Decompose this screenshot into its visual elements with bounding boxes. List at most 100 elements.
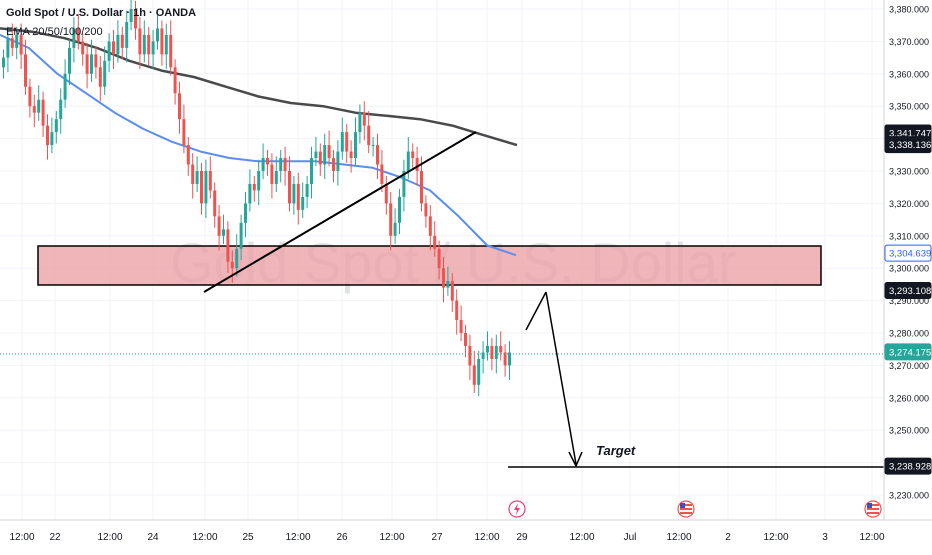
candle-body bbox=[2, 57, 5, 68]
candle-body bbox=[226, 229, 230, 262]
candle-body bbox=[340, 132, 344, 152]
price-tick-label: 3,310.000 bbox=[889, 231, 929, 241]
price-tick-label: 3,270.000 bbox=[889, 361, 929, 371]
candle-body bbox=[134, 9, 137, 29]
us-flag-event-icon[interactable] bbox=[677, 500, 695, 518]
candle-body bbox=[411, 151, 415, 159]
candle-body bbox=[472, 365, 476, 385]
candle-body bbox=[239, 222, 243, 249]
target-label: Target bbox=[596, 443, 636, 458]
price-tick-label: 3,280.000 bbox=[889, 329, 929, 339]
candle-body bbox=[107, 41, 111, 61]
candle-body bbox=[358, 112, 362, 133]
candle-body bbox=[349, 151, 353, 159]
candle-body bbox=[54, 119, 58, 133]
candle-body bbox=[468, 345, 472, 366]
candle-body bbox=[336, 151, 340, 171]
projection-up-leg[interactable] bbox=[525, 291, 547, 331]
us-flag-event-icon[interactable] bbox=[864, 500, 882, 518]
time-tick-label: 12:00 bbox=[763, 532, 788, 543]
candle-body bbox=[428, 216, 432, 236]
candle-body bbox=[354, 132, 357, 159]
candle-body bbox=[376, 145, 379, 165]
candle-body bbox=[173, 67, 177, 94]
candle-body bbox=[195, 171, 199, 184]
candle-body bbox=[327, 145, 331, 159]
candle-body bbox=[459, 320, 463, 333]
price-tick-label: 3,380.000 bbox=[889, 5, 929, 15]
time-tick-label: 12:00 bbox=[9, 532, 34, 543]
candle-body bbox=[94, 54, 98, 68]
candle-body bbox=[499, 345, 503, 353]
candle-body bbox=[332, 158, 335, 171]
resistance-zone bbox=[37, 245, 822, 286]
ema-path bbox=[0, 33, 517, 257]
candle-body bbox=[217, 216, 221, 236]
candle-body bbox=[151, 41, 155, 55]
candle-body bbox=[446, 281, 450, 288]
time-tick-label: 12:00 bbox=[97, 532, 122, 543]
price-tick-label: 3,290.000 bbox=[889, 296, 929, 306]
symbol-title[interactable]: Gold Spot / U.S. Dollar · 1h · OANDA bbox=[6, 7, 197, 19]
price-tick-label: 3,250.000 bbox=[889, 426, 929, 436]
candle-body bbox=[208, 171, 212, 191]
ema-fast-line bbox=[0, 33, 517, 257]
ema-path bbox=[0, 27, 518, 147]
candle-body bbox=[164, 34, 168, 55]
time-tick-label: 25 bbox=[242, 532, 254, 543]
candle-body bbox=[279, 158, 283, 171]
candle-body bbox=[292, 183, 296, 204]
candle-body bbox=[437, 248, 441, 269]
projection-down-arrow[interactable] bbox=[545, 291, 577, 465]
candle-body bbox=[235, 248, 239, 269]
price-marker-label: 3,293.108 bbox=[889, 286, 931, 297]
candle-body bbox=[433, 235, 437, 249]
candle-body bbox=[28, 86, 32, 107]
price-tick-label: 3,230.000 bbox=[889, 491, 929, 501]
price-tick-label: 3,330.000 bbox=[889, 167, 929, 177]
candle-body bbox=[406, 151, 410, 171]
candle-body bbox=[367, 125, 371, 146]
price-marker-bg bbox=[884, 343, 932, 361]
price-marker-bg bbox=[884, 457, 932, 475]
time-tick-label: 12:00 bbox=[859, 532, 884, 543]
candle-body bbox=[450, 281, 454, 301]
candle-body bbox=[389, 203, 393, 236]
time-tick-label: 12:00 bbox=[379, 532, 404, 543]
candle-body bbox=[204, 171, 208, 204]
candle-body bbox=[415, 158, 419, 171]
candle-body bbox=[455, 300, 459, 321]
candle-body bbox=[230, 261, 234, 269]
candle-body bbox=[37, 99, 41, 113]
time-tick-label: 24 bbox=[147, 532, 159, 543]
candle-body bbox=[46, 125, 49, 146]
price-marker-bg bbox=[884, 244, 932, 262]
lightning-event-icon[interactable] bbox=[508, 500, 526, 518]
price-marker-label: 3,304.639 bbox=[889, 249, 931, 260]
ascending-trendline[interactable] bbox=[203, 131, 477, 293]
candle-body bbox=[186, 145, 190, 165]
candle-body bbox=[178, 93, 181, 120]
indicator-legend[interactable]: EMA 20/50/100/200 bbox=[6, 26, 103, 38]
price-marker-bg bbox=[884, 136, 932, 154]
candle-body bbox=[296, 183, 300, 210]
candle-body bbox=[477, 358, 481, 385]
candle-body bbox=[424, 203, 428, 217]
candle-body bbox=[160, 28, 164, 55]
candle-body bbox=[244, 203, 247, 223]
price-tick-label: 3,360.000 bbox=[889, 69, 929, 79]
time-tick-label: 12:00 bbox=[666, 532, 691, 543]
candle-body bbox=[323, 145, 327, 165]
candle-body bbox=[76, 28, 80, 42]
candle-body bbox=[371, 145, 375, 147]
arrowhead-icon bbox=[568, 451, 583, 468]
candle-body bbox=[90, 54, 93, 74]
candle-body bbox=[41, 99, 45, 126]
candle-body bbox=[503, 352, 507, 366]
candle-body bbox=[402, 171, 406, 197]
candle-body bbox=[380, 164, 384, 184]
candle-body bbox=[32, 106, 36, 113]
